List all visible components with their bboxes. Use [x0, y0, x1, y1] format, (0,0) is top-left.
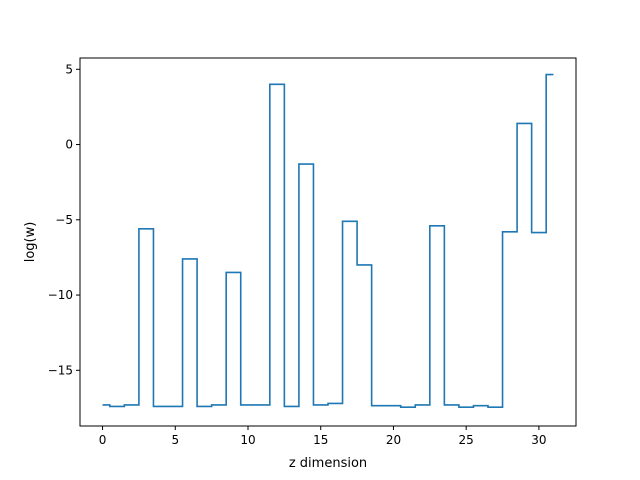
x-tick-label: 5 [171, 433, 179, 447]
plot-area: 0 5 10 15 20 25 30 −15 −10 −5 0 5 [48, 57, 577, 447]
x-tick-label: 25 [459, 433, 474, 447]
x-tick-label: 15 [313, 433, 328, 447]
series-step-line [102, 73, 554, 408]
y-tick-label: −10 [48, 288, 73, 302]
y-axis-ticks: −15 −10 −5 0 5 [48, 62, 80, 377]
y-tick-label: −5 [55, 213, 73, 227]
series-layer [102, 73, 554, 408]
x-axis-ticks: 0 5 10 15 20 25 30 [99, 426, 547, 447]
y-axis-label: log(w) [23, 222, 38, 263]
y-tick-label: 5 [65, 62, 73, 76]
y-tick-label: 0 [65, 138, 73, 152]
y-tick-label: −15 [48, 363, 73, 377]
x-tick-label: 10 [240, 433, 255, 447]
axes-frame [79, 57, 577, 427]
x-tick-label: 20 [386, 433, 401, 447]
x-tick-label: 0 [99, 433, 107, 447]
x-tick-label: 30 [531, 433, 546, 447]
x-axis-label: z dimension [289, 456, 367, 471]
